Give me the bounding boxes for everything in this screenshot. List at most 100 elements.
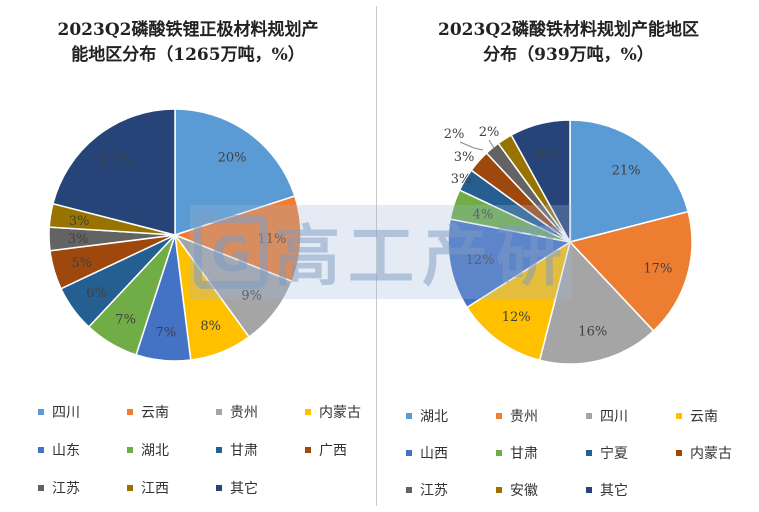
legend-label: 江西: [141, 481, 169, 497]
data-label-四川: 20%: [218, 151, 247, 166]
legend-item-甘肃: 甘肃: [496, 443, 538, 463]
legend-item-四川: 四川: [38, 402, 80, 422]
data-label-安徽: 2%: [479, 125, 500, 140]
legend-label: 甘肃: [230, 443, 258, 459]
data-label-贵州: 9%: [241, 288, 262, 303]
legend-swatch: [38, 447, 44, 453]
legend-swatch: [406, 413, 412, 419]
data-label-贵州: 17%: [643, 262, 672, 277]
legend-swatch: [586, 487, 592, 493]
data-label-江西: 3%: [69, 214, 90, 229]
data-label-山西: 12%: [466, 253, 495, 268]
legend-item-湖北: 湖北: [127, 440, 169, 460]
legend-item-云南: 云南: [676, 406, 718, 426]
pie-slice-云南: [465, 240, 572, 362]
legend-item-其它: 其它: [216, 478, 258, 498]
legend-swatch: [496, 450, 502, 456]
legend-swatch: [586, 413, 592, 419]
panel-divider: [376, 6, 377, 506]
legend-swatch: [586, 450, 592, 456]
right-chart-title: 2023Q2磷酸铁材料规划产能地区 分布（939万吨，%）: [378, 18, 759, 68]
legend-item-贵州: 贵州: [216, 402, 258, 422]
legend-swatch: [406, 487, 412, 493]
legend-item-甘肃: 甘肃: [216, 440, 258, 460]
legend-swatch: [305, 409, 311, 415]
legend-label: 云南: [690, 409, 718, 425]
data-label-内蒙古: 3%: [454, 150, 475, 165]
legend-item-宁夏: 宁夏: [586, 443, 628, 463]
pie-slice-四川: [538, 240, 655, 365]
leader-line-安徽: [488, 139, 495, 149]
legend-swatch: [127, 409, 133, 415]
legend-swatch: [127, 447, 133, 453]
right-chart-panel: 2023Q2磷酸铁材料规划产能地区 分布（939万吨，%） 21% 17% 16% 1…: [378, 0, 759, 512]
data-label-其它: 21%: [101, 152, 130, 167]
legend-label: 贵州: [510, 409, 538, 425]
legend-item-山西: 山西: [406, 443, 448, 463]
left-chart-panel: 2023Q2磷酸铁锂正极材料规划产 能地区分布（1265万吨，%） 20% 11%…: [0, 0, 376, 512]
legend-item-山东: 山东: [38, 440, 80, 460]
pie-slice-其它: [52, 108, 176, 236]
legend-swatch: [496, 487, 502, 493]
data-label-宁夏: 3%: [451, 172, 472, 187]
legend-item-云南: 云南: [127, 402, 169, 422]
left-chart-title: 2023Q2磷酸铁锂正极材料规划产 能地区分布（1265万吨，%）: [0, 18, 376, 68]
data-label-云南: 11%: [258, 232, 287, 247]
legend-swatch: [406, 450, 412, 456]
left-pie-chart: 20% 11% 9% 8% 7% 7% 6% 5% 3% 3% 21%: [48, 108, 302, 362]
right-title-line-1: 2023Q2磷酸铁材料规划产能地区: [438, 20, 699, 40]
legend-item-内蒙古: 内蒙古: [676, 443, 732, 463]
legend-label: 云南: [141, 405, 169, 421]
legend-label: 广西: [319, 443, 347, 459]
legend-label: 江苏: [420, 483, 448, 499]
legend-swatch: [38, 409, 44, 415]
legend-label: 宁夏: [600, 446, 628, 462]
leader-line-江苏: [459, 141, 484, 151]
pie-slice-山西: [447, 218, 573, 309]
legend-item-内蒙古: 内蒙古: [305, 402, 361, 422]
data-label-广西: 5%: [72, 256, 93, 271]
right-pie-chart: 21% 17% 16% 12% 12% 4% 3% 3% 2% 2% 8%: [444, 119, 693, 365]
legend-label: 山东: [52, 443, 80, 459]
left-title-line-1: 2023Q2磷酸铁锂正极材料规划产: [57, 20, 319, 40]
data-label-甘肃: 4%: [473, 208, 494, 223]
data-label-湖北: 7%: [115, 313, 136, 328]
legend-label: 山西: [420, 446, 448, 462]
legend-item-湖北: 湖北: [406, 406, 448, 426]
pie-slice-其它: [510, 119, 571, 243]
legend-label: 甘肃: [510, 446, 538, 462]
data-label-其它: 8%: [537, 147, 558, 162]
legend-item-贵州: 贵州: [496, 406, 538, 426]
legend-item-广西: 广西: [305, 440, 347, 460]
legend-swatch: [676, 450, 682, 456]
legend-item-江苏: 江苏: [406, 480, 448, 500]
data-label-甘肃: 6%: [86, 286, 107, 301]
legend-label: 湖北: [141, 443, 169, 459]
legend-label: 四川: [600, 409, 628, 425]
pie-slice-湖北: [569, 119, 690, 243]
legend-label: 安徽: [510, 483, 538, 499]
legend-label: 江苏: [52, 481, 80, 497]
pie-slice-四川: [174, 108, 296, 237]
left-title-line-2: 能地区分布（1265万吨，%）: [71, 45, 305, 65]
right-title-line-2: 分布（939万吨，%）: [483, 45, 654, 65]
legend-swatch: [305, 447, 311, 453]
legend-item-四川: 四川: [586, 406, 628, 426]
legend-swatch: [216, 409, 222, 415]
legend-swatch: [216, 485, 222, 491]
pie-slice-贵州: [568, 210, 693, 332]
legend-label: 贵州: [230, 405, 258, 421]
legend-item-安徽: 安徽: [496, 480, 538, 500]
data-label-四川: 16%: [578, 325, 607, 340]
data-label-江苏: 2%: [444, 127, 465, 142]
data-label-内蒙古: 8%: [200, 319, 221, 334]
legend-swatch: [216, 447, 222, 453]
data-label-山东: 7%: [156, 326, 177, 341]
legend-item-江苏: 江苏: [38, 478, 80, 498]
legend-label: 其它: [600, 483, 628, 499]
legend-label: 湖北: [420, 409, 448, 425]
legend-swatch: [496, 413, 502, 419]
legend-item-其它: 其它: [586, 480, 628, 500]
legend-label: 四川: [52, 405, 80, 421]
data-label-湖北: 21%: [612, 164, 641, 179]
